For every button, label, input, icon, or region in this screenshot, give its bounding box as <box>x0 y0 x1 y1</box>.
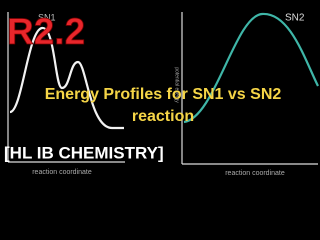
x-axis-label: reaction coordinate <box>32 169 92 176</box>
background <box>0 0 320 180</box>
headline-line: Energy Profiles for SN1 vs SN2 <box>45 86 282 103</box>
x-axis-label: reaction coordinate <box>225 170 285 177</box>
left-graph: SN1 reaction coordinate <box>7 12 125 176</box>
graph-label: SN2 <box>285 13 305 24</box>
headline-line: reaction <box>132 108 194 125</box>
graph-label: SN1 <box>38 12 56 22</box>
thumbnail: SN1 reaction coordinate SN2 reaction coo… <box>0 0 320 180</box>
badge: R2.2 <box>7 11 85 52</box>
energy-curve <box>9 26 124 130</box>
right-graph: SN2 reaction coordinate potential energy <box>174 12 319 177</box>
y-axis-label: potential energy <box>174 67 180 103</box>
tag: [HL IB CHEMISTRY] <box>4 143 164 162</box>
energy-curve <box>183 12 319 124</box>
